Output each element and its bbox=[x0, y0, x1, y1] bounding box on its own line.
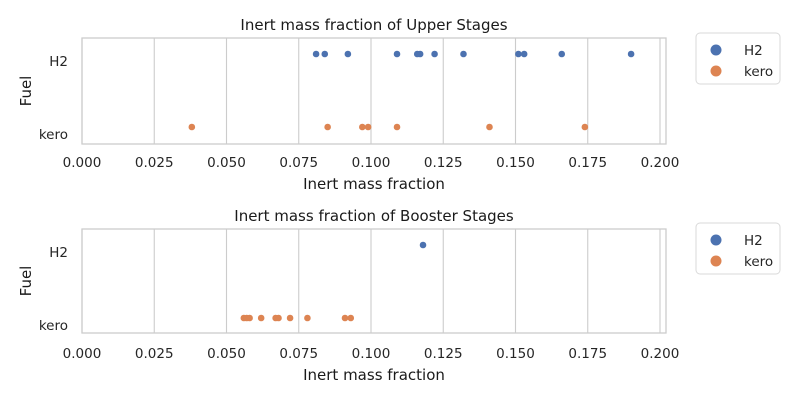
data-point bbox=[627, 50, 635, 58]
plot-area bbox=[82, 229, 666, 333]
series-h2 bbox=[419, 241, 427, 249]
data-point bbox=[416, 50, 424, 58]
y-tick-label: H2 bbox=[49, 245, 68, 261]
y-tick-label: kero bbox=[39, 127, 68, 143]
legend-marker-kero bbox=[710, 255, 722, 267]
legend-label-h2: H2 bbox=[744, 43, 763, 59]
x-tick-label: 0.000 bbox=[63, 155, 102, 171]
data-point bbox=[558, 50, 566, 58]
x-tick-label: 0.175 bbox=[568, 346, 607, 362]
data-point bbox=[486, 123, 493, 131]
x-tick-label: 0.100 bbox=[352, 155, 391, 171]
legend-label-kero: kero bbox=[744, 64, 773, 80]
plot-area bbox=[82, 38, 666, 144]
x-tick-label: 0.150 bbox=[496, 346, 535, 362]
x-tick-label: 0.175 bbox=[568, 155, 607, 171]
data-point bbox=[344, 50, 352, 58]
data-point bbox=[460, 50, 467, 58]
data-point bbox=[364, 123, 372, 131]
x-tick-label: 0.050 bbox=[207, 346, 246, 362]
x-tick-label: 0.025 bbox=[135, 155, 174, 171]
series-kero bbox=[188, 123, 589, 131]
chart-panel-2: 0.000 0.025 0.050 0.075 0.100 0.125 0.150 0.175… bbox=[17, 207, 781, 384]
legend-label-h2: H2 bbox=[744, 233, 763, 249]
plot-frame bbox=[81, 228, 667, 334]
legend: H2 kero bbox=[695, 222, 781, 275]
legend-marker-kero bbox=[710, 65, 722, 77]
data-point bbox=[393, 123, 401, 131]
x-tick-label: 0.125 bbox=[424, 155, 463, 171]
x-tick-label: 0.075 bbox=[279, 346, 318, 362]
legend-label-kero: kero bbox=[744, 254, 773, 270]
legend: H2 kero bbox=[695, 32, 781, 85]
legend-marker-h2 bbox=[710, 44, 722, 56]
series-h2 bbox=[312, 50, 635, 58]
data-point bbox=[341, 314, 349, 322]
x-tick-label: 0.000 bbox=[63, 346, 102, 362]
series-kero bbox=[240, 314, 355, 322]
x-tick-label: 0.125 bbox=[424, 346, 463, 362]
chart-title: Inert mass fraction of Booster Stages bbox=[234, 207, 514, 225]
x-axis-label: Inert mass fraction bbox=[303, 366, 445, 384]
data-point bbox=[347, 314, 355, 322]
x-tick-label: 0.050 bbox=[207, 155, 246, 171]
data-point bbox=[257, 314, 265, 322]
x-tick-label: 0.200 bbox=[641, 155, 680, 171]
chart-panel-1: 0.000 0.025 0.050 0.075 0.100 0.125 0.150 0.175… bbox=[17, 16, 781, 193]
legend-marker-h2 bbox=[710, 234, 722, 246]
data-point bbox=[246, 314, 253, 322]
data-point bbox=[393, 50, 401, 58]
data-point bbox=[359, 123, 366, 131]
data-point bbox=[515, 50, 522, 58]
x-axis-label: Inert mass fraction bbox=[303, 175, 445, 193]
x-tick-label: 0.025 bbox=[135, 346, 174, 362]
plot-frame bbox=[81, 37, 667, 145]
y-tick-label: H2 bbox=[49, 54, 68, 70]
data-point bbox=[431, 50, 438, 58]
x-tick-label: 0.150 bbox=[496, 155, 535, 171]
data-point bbox=[419, 241, 427, 249]
data-point bbox=[286, 314, 294, 322]
x-tick-label: 0.075 bbox=[279, 155, 318, 171]
data-point bbox=[312, 50, 320, 58]
data-point bbox=[321, 50, 329, 58]
chart-title: Inert mass fraction of Upper Stages bbox=[240, 16, 507, 34]
data-point bbox=[324, 123, 331, 131]
data-point bbox=[188, 123, 196, 131]
y-axis-label: Fuel bbox=[17, 76, 35, 107]
data-point bbox=[275, 314, 282, 322]
x-tick-label: 0.100 bbox=[352, 346, 391, 362]
data-point bbox=[304, 314, 311, 322]
data-point bbox=[581, 123, 589, 131]
y-tick-label: kero bbox=[39, 318, 68, 334]
data-point bbox=[520, 50, 528, 58]
y-axis-label: Fuel bbox=[17, 266, 35, 297]
x-tick-label: 0.200 bbox=[641, 346, 680, 362]
